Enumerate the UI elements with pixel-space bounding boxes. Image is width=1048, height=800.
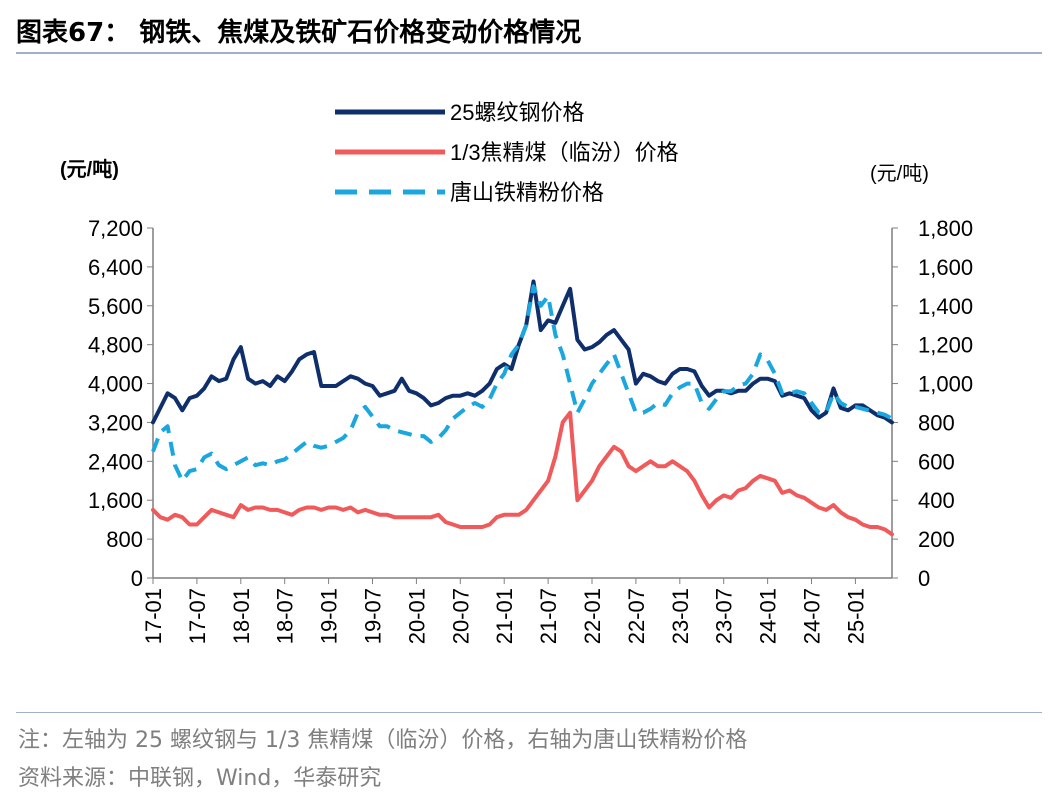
x-tick-label: 17-01	[141, 588, 166, 644]
chart-title: 图表67： 钢铁、焦煤及铁矿石价格变动价格情况	[16, 18, 582, 48]
x-tick-label: 25-01	[843, 588, 868, 644]
x-tick-label: 21-07	[536, 588, 561, 644]
right-tick-label: 1,200	[918, 333, 973, 358]
x-tick-label: 19-07	[361, 588, 386, 644]
series-line	[151, 279, 894, 425]
x-tick-label: 18-01	[229, 588, 254, 644]
right-tick-label: 1,400	[918, 294, 973, 319]
left-tick-label: 6,400	[88, 255, 143, 280]
left-tick-label: 2,400	[88, 449, 143, 474]
right-tick-label: 1,000	[918, 372, 973, 397]
x-tick-label: 22-07	[624, 588, 649, 644]
x-tick-label: 23-07	[712, 588, 737, 644]
left-tick-label: 5,600	[88, 294, 143, 319]
left-tick-label: 7,200	[88, 216, 143, 241]
x-tick-label: 21-01	[492, 588, 517, 644]
left-tick-label: 4,000	[88, 372, 143, 397]
right-axis-unit: (元/吨)	[870, 162, 929, 185]
x-tick-label: 24-07	[800, 588, 825, 644]
right-tick-label: 0	[918, 566, 930, 591]
x-tick-label: 23-01	[668, 588, 693, 644]
left-axis-unit: (元/吨)	[60, 157, 119, 181]
x-tick-label: 19-01	[317, 588, 342, 644]
x-tick-label: 18-07	[273, 588, 298, 644]
chart-note: 注：左轴为 25 螺纹钢与 1/3 焦精煤（临汾）价格，右轴为唐山铁精粉价格	[18, 728, 748, 753]
right-tick-label: 1,600	[918, 255, 973, 280]
series-line	[151, 410, 894, 537]
left-tick-label: 1,600	[88, 488, 143, 513]
right-tick-label: 800	[918, 410, 955, 435]
right-tick-label: 600	[918, 449, 955, 474]
left-tick-label: 0	[131, 566, 143, 591]
legend-label: 1/3焦精煤（临汾）价格	[450, 140, 679, 165]
right-tick-label: 400	[918, 488, 955, 513]
legend-label: 25螺纹钢价格	[450, 100, 584, 125]
x-tick-label: 17-07	[185, 588, 210, 644]
x-tick-label: 20-01	[404, 588, 429, 644]
data-source: 资料来源：中联钢，Wind，华泰研究	[18, 766, 382, 791]
footnote-divider	[16, 712, 1042, 713]
axes: 0 800 1,600 2,400 3,200 4,000 4,800 5,600 6,400 7…	[88, 216, 973, 644]
left-tick-label: 800	[106, 527, 143, 552]
right-tick-label: 200	[918, 527, 955, 552]
legend-label: 唐山铁精粉价格	[450, 180, 604, 205]
left-tick-label: 3,200	[88, 410, 143, 435]
right-tick-label: 1,800	[918, 216, 973, 241]
series-line	[151, 284, 893, 483]
x-tick-label: 24-01	[756, 588, 781, 644]
left-tick-label: 4,800	[88, 333, 143, 358]
title-divider	[16, 52, 1042, 54]
x-tick-label: 22-01	[580, 588, 605, 644]
x-tick-label: 20-07	[448, 588, 473, 644]
plot-lines	[151, 279, 894, 537]
